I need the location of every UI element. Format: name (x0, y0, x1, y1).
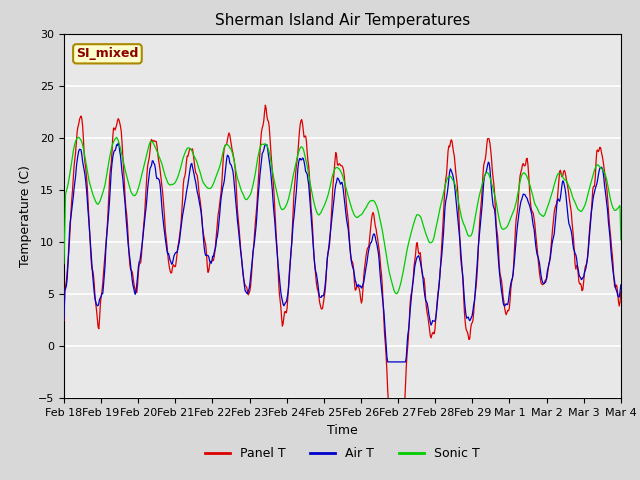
Sonic T (392, 291, 400, 297)
Air T (185, 176, 193, 181)
Air T (115, 140, 122, 146)
Title: Sherman Island Air Temperatures: Sherman Island Air Temperatures (215, 13, 470, 28)
Panel T (428, 332, 436, 338)
Panel T (184, 154, 192, 159)
Text: SI_mixed: SI_mixed (76, 48, 139, 60)
Sonic T (214, 168, 222, 174)
Sonic T (70, 144, 78, 150)
Panel T (262, 102, 269, 108)
Sonic T (412, 215, 419, 220)
Panel T (214, 219, 221, 225)
Sonic T (128, 191, 136, 197)
Legend: Panel T, Air T, Sonic T: Panel T, Air T, Sonic T (200, 442, 485, 465)
Air T (412, 260, 419, 266)
Panel T (60, 317, 68, 323)
Air T (617, 282, 625, 288)
Sonic T (60, 261, 68, 266)
Panel T (617, 289, 625, 295)
Line: Air T: Air T (64, 143, 621, 362)
Sonic T (428, 240, 436, 245)
Line: Panel T: Panel T (64, 105, 621, 404)
Y-axis label: Temperature (C): Temperature (C) (19, 165, 33, 267)
Air T (60, 316, 68, 322)
Air T (428, 321, 436, 326)
Line: Sonic T: Sonic T (64, 137, 621, 294)
Panel T (412, 251, 419, 257)
Panel T (70, 163, 78, 169)
Air T (128, 276, 136, 282)
Air T (70, 186, 78, 192)
Sonic T (617, 237, 625, 243)
Panel T (385, 401, 392, 407)
X-axis label: Time: Time (327, 424, 358, 437)
Air T (384, 359, 392, 365)
Air T (214, 228, 222, 233)
Sonic T (113, 134, 120, 140)
Panel T (127, 268, 135, 274)
Sonic T (185, 145, 193, 151)
